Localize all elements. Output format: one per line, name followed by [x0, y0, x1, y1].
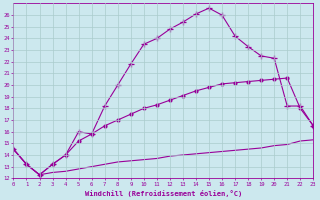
- X-axis label: Windchill (Refroidissement éolien,°C): Windchill (Refroidissement éolien,°C): [85, 190, 242, 197]
